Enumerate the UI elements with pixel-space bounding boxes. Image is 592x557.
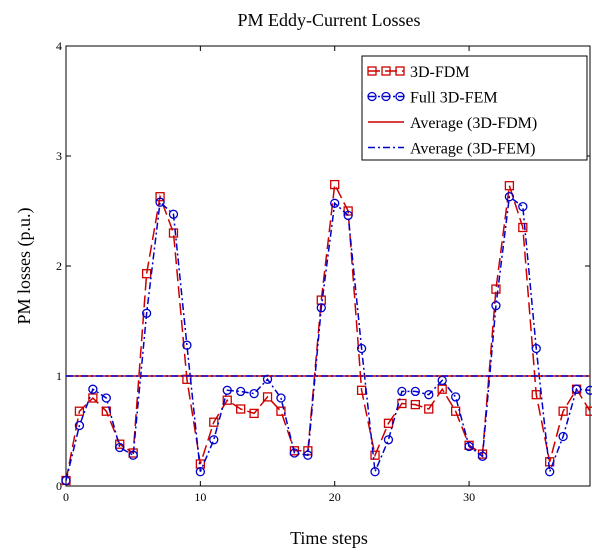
data-point — [276, 393, 286, 403]
data-point — [303, 450, 313, 460]
data-point — [437, 384, 447, 394]
series-layer — [61, 179, 592, 486]
legend: 3D-FDM Full 3D-FEM Average (3D-FDM) Average… — [361, 55, 588, 161]
data-point — [101, 393, 111, 403]
x-axis-label: Time steps — [290, 528, 368, 548]
y-tick-label: 3 — [56, 149, 62, 163]
data-point — [330, 179, 340, 190]
data-point — [343, 210, 353, 221]
data-point — [397, 386, 407, 397]
legend-marker — [367, 66, 377, 76]
data-point — [61, 475, 71, 486]
data-point — [491, 284, 501, 294]
x-tick-label: 0 — [63, 490, 69, 504]
data-point — [370, 467, 380, 477]
legend-marker — [381, 91, 391, 102]
data-point — [450, 406, 461, 416]
data-point — [491, 300, 501, 311]
data-point — [504, 181, 515, 191]
data-point — [464, 441, 474, 452]
data-point — [74, 406, 85, 416]
data-point — [222, 395, 232, 405]
data-point — [424, 390, 434, 400]
data-point — [141, 308, 152, 318]
data-point — [74, 420, 85, 431]
data-point — [356, 343, 367, 354]
data-point — [262, 392, 273, 402]
data-point — [249, 408, 259, 419]
data-point — [518, 201, 528, 212]
data-point — [383, 435, 394, 445]
data-point — [410, 386, 420, 397]
legend-marker — [395, 91, 405, 102]
data-point — [128, 450, 138, 460]
legend-label: Full 3D-FEM — [410, 90, 498, 107]
y-axis-label: PM losses (p.u.) — [14, 207, 35, 324]
data-point — [585, 385, 592, 395]
data-point — [558, 431, 568, 442]
data-point — [424, 404, 434, 414]
data-point — [571, 384, 582, 394]
data-point — [316, 303, 326, 313]
axis-ticks: 0 10 20 30 0 1 2 3 4 — [56, 39, 590, 504]
x-tick-label: 30 — [463, 490, 475, 504]
series-3d-fdm — [61, 179, 592, 486]
series-line — [65, 182, 591, 481]
data-point — [531, 343, 541, 354]
data-point — [182, 340, 192, 350]
data-point — [115, 442, 125, 453]
data-point — [289, 448, 300, 458]
data-point — [330, 198, 340, 208]
legend-label: 3D-FDM — [410, 64, 470, 81]
legend-marker — [395, 66, 405, 76]
x-tick-label: 20 — [329, 490, 341, 504]
data-point — [531, 390, 541, 400]
chart-title: PM Eddy-Current Losses — [238, 10, 421, 30]
data-point — [518, 222, 528, 233]
data-point — [236, 404, 246, 414]
legend-box — [361, 55, 588, 161]
y-tick-label: 2 — [56, 259, 62, 273]
data-point — [222, 385, 232, 395]
series-line — [65, 195, 591, 481]
legend-marker — [367, 91, 377, 102]
data-point — [168, 209, 179, 219]
data-point — [88, 384, 98, 394]
data-point — [168, 228, 179, 238]
data-point — [155, 197, 165, 207]
y-tick-label: 0 — [56, 479, 62, 493]
data-point — [155, 192, 165, 202]
data-point — [450, 392, 461, 402]
legend-label: Average (3D-FDM) — [410, 115, 537, 132]
data-point — [545, 467, 555, 477]
data-point — [477, 451, 488, 461]
legend-label: Average (3D-FEM) — [410, 141, 535, 158]
y-tick-label: 1 — [56, 369, 62, 383]
data-point — [585, 406, 592, 416]
data-point — [276, 406, 286, 416]
data-point — [236, 386, 246, 397]
data-point — [115, 439, 125, 449]
data-point — [141, 269, 152, 279]
data-point — [410, 399, 420, 410]
data-point — [195, 467, 206, 477]
y-tick-label: 4 — [56, 39, 62, 53]
data-point — [249, 388, 259, 399]
data-point — [558, 406, 568, 416]
data-point — [370, 450, 380, 460]
data-point — [504, 192, 515, 202]
legend-marker — [381, 66, 391, 76]
data-point — [209, 435, 219, 445]
x-tick-label: 10 — [194, 490, 206, 504]
data-point — [209, 417, 219, 427]
